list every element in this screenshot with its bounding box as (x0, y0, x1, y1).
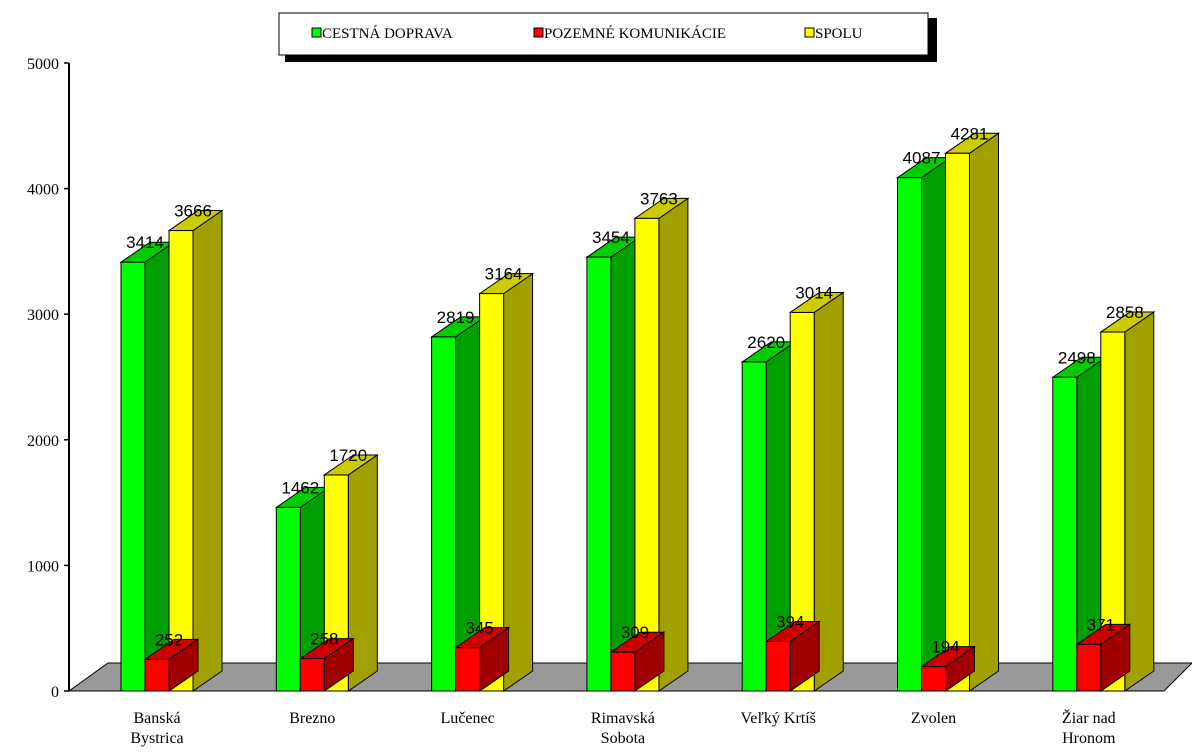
legend-box (278, 12, 929, 56)
bar-group (585, 197, 690, 692)
data-label: 2819 (437, 308, 475, 327)
bar-front (168, 230, 194, 692)
bar (764, 620, 821, 692)
data-label: 2858 (1106, 303, 1144, 322)
data-labels: 3414 252 3666 1462 258 1720 2819 345 3164 3454 309… (126, 124, 1144, 656)
category-label: Žiar nad Hronom (1062, 708, 1116, 747)
y-tick-label: 1000 (27, 558, 59, 575)
bar-front (765, 641, 791, 692)
bars (119, 132, 1156, 692)
legend-swatch (311, 27, 322, 38)
bar-front (921, 666, 946, 692)
data-label: 3666 (174, 202, 212, 221)
bar (1051, 356, 1108, 692)
y-tick-label: 5000 (27, 56, 59, 73)
bar-group (274, 454, 379, 692)
bar-front (586, 256, 612, 692)
bar (943, 132, 1001, 692)
data-label: 394 (776, 613, 804, 632)
bar-front (741, 361, 767, 692)
bar (633, 197, 690, 692)
bar (609, 631, 666, 692)
bar (298, 637, 355, 692)
bar-front (634, 217, 660, 692)
data-label: 3014 (795, 283, 833, 302)
bar (119, 241, 176, 692)
data-label: 2498 (1058, 348, 1096, 367)
bar-front (479, 293, 505, 692)
data-label: 1720 (329, 446, 367, 465)
legend-label: POZEMNÉ KOMUNIKÁCIE (544, 25, 726, 42)
bar-group (429, 272, 535, 692)
bar (143, 638, 200, 692)
legend-swatch (804, 27, 815, 38)
category-label: Rimavská Sobota (591, 710, 655, 747)
data-label: 3414 (126, 233, 164, 252)
bar-front (1052, 376, 1078, 692)
data-label: 345 (465, 619, 493, 638)
y-tick-label: 0 (51, 684, 59, 701)
bar (429, 315, 487, 692)
data-label: 3164 (485, 265, 523, 284)
bar-side (192, 209, 223, 692)
category-label: Zvolen (911, 710, 956, 727)
data-label: 4281 (951, 124, 989, 143)
data-label: 309 (621, 623, 649, 642)
category-label: Veľký Krtíš (741, 710, 816, 727)
bar (477, 272, 535, 692)
legend-swatch (533, 27, 544, 38)
bar-front (897, 177, 922, 692)
category-label: Banská Bystrica (130, 710, 183, 747)
data-label: 4087 (903, 149, 941, 168)
y-axis: 0 1000 2000 3000 4000 5000 (27, 56, 70, 701)
category-labels: Banská Bystrica Brezno Lučenec Rimavská Sobot… (130, 708, 1116, 747)
bar-front (945, 152, 970, 692)
bar-front (299, 658, 325, 692)
y-tick-label: 2000 (27, 433, 59, 450)
bar (585, 236, 642, 692)
bar (740, 340, 797, 692)
bar-group (119, 209, 224, 692)
data-label: 3454 (592, 228, 630, 247)
bar-side (658, 197, 689, 692)
category-label: Lučenec (441, 710, 495, 727)
bar (919, 645, 977, 692)
bar-front (275, 506, 301, 692)
category-label: Brezno (289, 710, 335, 727)
bar-group (1051, 311, 1156, 692)
bar (1075, 623, 1132, 692)
bar-front (431, 336, 457, 692)
data-label: 2620 (747, 333, 785, 352)
y-tick-label: 4000 (27, 182, 59, 199)
bar (895, 156, 953, 692)
bar-front (455, 647, 481, 692)
y-tick-label: 3000 (27, 307, 59, 324)
bar-front (120, 261, 146, 692)
legend: CESTNÁ DOPRAVA POZEMNÉ KOMUNIKÁCIE SPOLU (278, 12, 937, 62)
data-label: 194 (931, 638, 959, 657)
bar-front (1076, 643, 1102, 692)
legend-label: SPOLU (815, 26, 863, 42)
data-label: 258 (310, 630, 338, 649)
data-label: 371 (1087, 615, 1115, 634)
bar-group (895, 132, 1001, 692)
bar (274, 486, 331, 692)
bar-group (740, 291, 845, 692)
data-label: 3763 (640, 189, 678, 208)
legend-label: CESTNÁ DOPRAVA (322, 25, 453, 42)
bar-front (144, 658, 170, 692)
data-label: 252 (155, 630, 183, 649)
bar (167, 209, 224, 692)
data-label: 1462 (281, 478, 319, 497)
bar-side (969, 132, 999, 692)
bar (453, 626, 511, 692)
bar-front (610, 651, 636, 692)
